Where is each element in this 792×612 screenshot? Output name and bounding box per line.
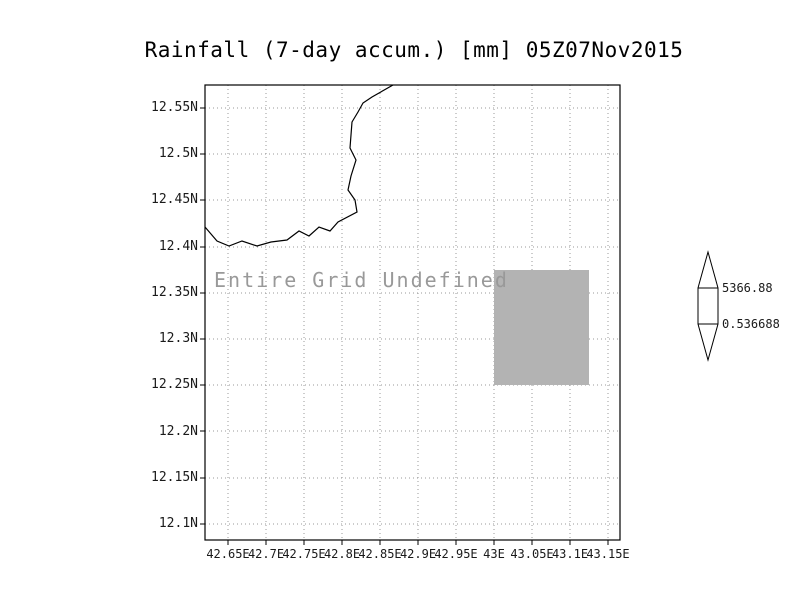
x-tick-label: 42.65E [206, 547, 250, 561]
x-tick-label: 43.05E [510, 547, 554, 561]
y-tick-label: 12.25N [151, 377, 198, 392]
axis-ticks [200, 107, 609, 545]
plot-title: Rainfall (7-day accum.) [mm] 05Z07Nov201… [144, 38, 684, 62]
x-tick-label: 42.85E [358, 547, 402, 561]
y-tick-label: 12.45N [151, 192, 198, 207]
x-tick-label: 43.1E [551, 547, 589, 561]
x-tick-label: 43.15E [586, 547, 630, 561]
x-tick-label: 42.7E [247, 547, 285, 561]
gray-region [494, 270, 589, 385]
y-tick-label: 12.4N [158, 239, 198, 254]
y-tick-label: 12.2N [158, 424, 198, 439]
y-tick-label: 12.35N [151, 285, 198, 300]
colorbar-shape [697, 250, 719, 362]
colorbar-max-label: 5366.88 [722, 281, 773, 295]
undefined-annotation: Entire Grid Undefined [214, 268, 509, 292]
y-tick-label: 12.55N [151, 100, 198, 115]
plot-frame [200, 84, 621, 545]
colorbar [697, 250, 719, 362]
x-tick-label: 43E [483, 547, 505, 561]
y-tick-label: 12.3N [158, 331, 198, 346]
coastline [204, 84, 394, 247]
plot-border [204, 84, 621, 541]
colorbar-min-label: 0.536688 [722, 317, 780, 331]
x-tick-label: 42.9E [399, 547, 437, 561]
x-tick-label: 42.95E [434, 547, 478, 561]
y-tick-label: 12.5N [158, 146, 198, 161]
y-tick-label: 12.1N [158, 516, 198, 531]
y-tick-label: 12.15N [151, 470, 198, 485]
x-tick-label: 42.8E [323, 547, 361, 561]
x-tick-label: 42.75E [282, 547, 326, 561]
